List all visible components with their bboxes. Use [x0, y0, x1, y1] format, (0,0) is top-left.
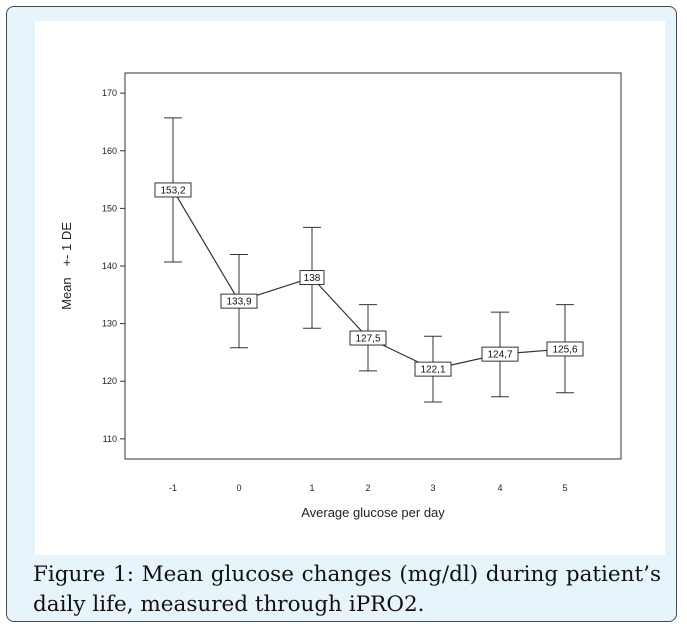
x-tick-label: 2: [365, 483, 370, 493]
data-label: 122,1: [420, 365, 445, 376]
data-label: 138: [304, 273, 321, 284]
glucose-chart: 110 120 130 140 150 160 170 -1 0 1 2 3 4 5 153,2 133,…: [59, 72, 622, 520]
data-label-box: [349, 330, 387, 346]
data-label: 124,7: [487, 350, 512, 361]
figure-frame: 110 120 130 140 150 160 170 -1 0 1 2 3 4 5 153,2 133,…: [6, 6, 677, 622]
data-label: 127,5: [355, 334, 380, 345]
x-tick-label: -1: [169, 483, 177, 493]
figure-caption: Figure 1: Mean glucose changes (mg/dl) d…: [33, 562, 661, 617]
x-axis-label: Average glucose per day: [301, 505, 445, 520]
chart-panel: 110 120 130 140 150 160 170 -1 0 1 2 3 4 5 153,2 133,…: [35, 21, 665, 555]
x-tick-label: 0: [236, 483, 241, 493]
x-axis: -1 0 1 2 3 4 5: [169, 483, 568, 493]
y-tick-label: 130: [102, 319, 117, 329]
series-mean: 153,2 133,9 138 127,5 122,1 124,7 125,6: [154, 117, 584, 403]
x-tick-label: 4: [497, 483, 502, 493]
y-tick-label: 120: [102, 376, 117, 386]
data-label-box: [299, 270, 325, 286]
plot-area: [124, 72, 622, 460]
data-label: 125,6: [552, 344, 577, 355]
x-tick-label: 1: [309, 483, 314, 493]
y-axis: 110 120 130 140 150 160 170: [102, 88, 125, 444]
x-tick-label: 3: [430, 483, 435, 493]
data-label-box: [481, 346, 519, 362]
data-label-box: [220, 293, 258, 309]
data-label: 153,2: [160, 185, 185, 196]
data-label-box: [414, 361, 452, 377]
y-tick-label: 150: [102, 203, 117, 213]
data-label-box: [154, 182, 192, 198]
y-tick-label: 140: [102, 261, 117, 271]
data-label: 133,9: [226, 297, 251, 308]
x-tick-label: 5: [562, 483, 567, 493]
y-tick-label: 160: [102, 146, 117, 156]
y-tick-label: 170: [102, 88, 117, 98]
data-label-box: [546, 341, 584, 357]
y-tick-label: 110: [103, 434, 117, 444]
y-axis-label: Mean +- 1 DE: [59, 222, 74, 310]
